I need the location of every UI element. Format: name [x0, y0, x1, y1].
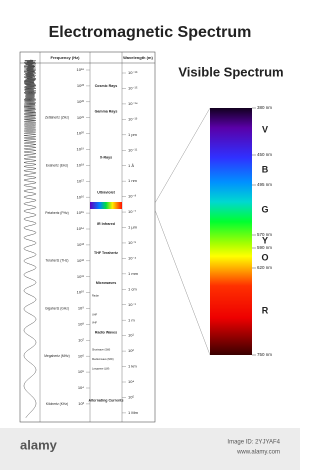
wavelength: 1 pm: [128, 132, 138, 137]
sub-band: UHF: [92, 314, 98, 317]
band: IR Infrared: [97, 222, 115, 226]
wavelength: 10⁻¹: [128, 302, 137, 307]
band: Gamma Rays: [95, 109, 118, 113]
frequency: 10⁵: [78, 369, 84, 374]
footer: [0, 428, 300, 470]
frequency: 10¹⁰: [77, 290, 85, 295]
frequency: 10¹⁹: [77, 147, 85, 152]
unit: Kilohertz (KHz): [46, 402, 68, 406]
frequency: 10¹⁷: [77, 178, 85, 183]
wavelength: 1 m: [128, 317, 135, 322]
frequency: 10⁴: [78, 385, 84, 390]
frequency: 10²²: [77, 99, 85, 104]
color-letter: R: [262, 305, 269, 315]
frequency-header: Frequency (Hz): [51, 55, 81, 60]
nm-label: 380 nm: [257, 105, 272, 110]
color-letter: O: [261, 252, 268, 262]
sub-band: Radar: [92, 294, 99, 297]
frequency: 10¹¹: [77, 274, 85, 279]
frequency: 10¹⁸: [77, 162, 85, 167]
frequency: 10¹³: [77, 242, 85, 247]
wavelength: 10⁻¹¹: [128, 147, 138, 152]
sub-band: Shortwave (SW): [92, 348, 110, 351]
nm-label: 570 nm: [257, 232, 272, 237]
wavelength: 10²: [128, 348, 134, 353]
color-letter: B: [262, 164, 269, 174]
wavelength: 10⁻⁵: [128, 240, 137, 245]
wavelength: 10⁻⁴: [128, 255, 137, 260]
frequency: 10⁹: [78, 306, 84, 311]
unit: Terahertz (THz): [46, 259, 69, 263]
zoom-line: [154, 107, 211, 204]
wave: [23, 59, 37, 418]
band: Ultraviolet: [97, 190, 115, 194]
wavelength: 10⁵: [128, 395, 134, 400]
wavelength: 10⁻¹⁵: [128, 86, 138, 91]
wavelength: 10⁻⁷: [128, 209, 137, 214]
frequency: 10¹⁶: [77, 194, 85, 199]
unit: Petahertz (PHz): [45, 211, 68, 215]
frequency: 10²³: [77, 83, 85, 88]
nm-label: 495 nm: [257, 182, 272, 187]
unit: Zettahertz (ZHz): [45, 116, 69, 120]
wavelength: 10⁻⁸: [128, 194, 137, 199]
wavelength-header: Wavelength (m): [123, 55, 153, 60]
unit: Megahertz (MHz): [44, 354, 69, 358]
frequency: 10³: [78, 401, 84, 406]
band: Microwaves: [96, 281, 116, 285]
unit: Exahertz (EHz): [46, 163, 68, 167]
wavelength: 1 Å: [128, 163, 134, 168]
wavelength: 1 cm: [128, 286, 137, 291]
frequency: 10¹⁵: [77, 210, 85, 215]
sub-band: Mediumwave (MW): [92, 358, 114, 361]
frequency: 10⁶: [78, 353, 84, 358]
frequency: 10²⁴: [77, 67, 85, 72]
nm-label: 590 nm: [257, 245, 272, 250]
nm-label: 750 nm: [257, 352, 272, 357]
visible-strip: [90, 202, 122, 209]
color-letter: V: [262, 124, 268, 134]
band: Radio Waves: [95, 330, 117, 334]
wavelength: 10⁻¹⁶: [128, 70, 138, 75]
frequency: 10⁸: [78, 321, 84, 326]
frequency: 10¹²: [77, 258, 85, 263]
nm-label: 450 nm: [257, 152, 272, 157]
title: Electromagnetic Spectrum: [49, 24, 252, 41]
frequency: 10¹⁴: [77, 226, 85, 231]
wavelength: 1 nm: [128, 178, 138, 183]
visible-title: Visible Spectrum: [178, 64, 283, 79]
color-letter: Y: [262, 235, 268, 245]
frequency: 10²⁰: [77, 131, 85, 136]
band: Cosmic Rays: [95, 84, 118, 88]
wavelength: 1 mm: [128, 271, 139, 276]
band: X-Rays: [100, 155, 112, 159]
frequency: 10⁷: [78, 337, 84, 342]
wavelength: 10⁴: [128, 379, 134, 384]
sub-band: Longwave (LW): [92, 368, 109, 371]
sub-band: VHF: [92, 321, 97, 324]
band: THF Terahertz: [94, 251, 118, 255]
footer-site: www.alamy.com: [236, 450, 280, 456]
zoom-line: [154, 209, 211, 356]
wavelength: 1 Mm: [128, 410, 139, 415]
wavelength: 10⁻¹³: [128, 116, 138, 121]
visible-bar: [210, 108, 252, 355]
page: Electromagnetic Spectrum Frequency (Hz) …: [0, 24, 300, 470]
table-frame: [19, 51, 156, 423]
footer-id: Image ID: 2YJYAF4: [227, 440, 280, 446]
color-letter: G: [261, 204, 268, 214]
band: Alternating Currents: [89, 399, 124, 403]
nm-label: 620 nm: [257, 265, 272, 270]
footer-brand: alamy: [20, 437, 58, 452]
frequency: 10²¹: [77, 115, 85, 120]
wavelength: 1 µm: [128, 225, 138, 230]
wavelength: 1 km: [128, 364, 137, 369]
wavelength: 10¹: [128, 333, 134, 338]
wavelength: 10⁻¹⁴: [128, 101, 138, 106]
unit: Gigahertz (GHz): [45, 306, 69, 310]
